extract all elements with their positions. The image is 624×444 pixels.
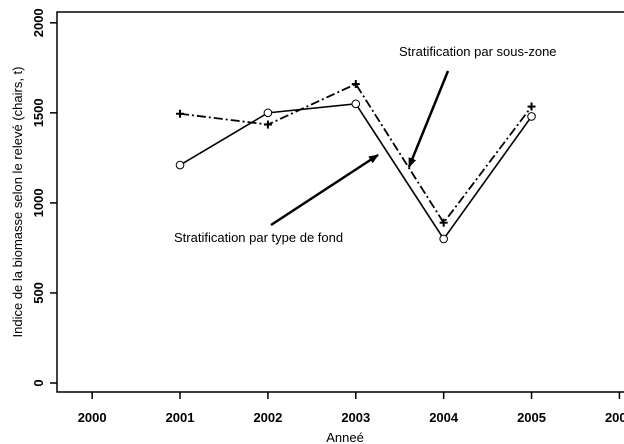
x-tick-label: 2002 bbox=[253, 410, 282, 425]
data-point-plus bbox=[176, 109, 185, 118]
y-tick-label: 0 bbox=[31, 379, 46, 386]
data-point-circle bbox=[263, 108, 273, 118]
y-axis-label: Indice de la biomasse selon le relevé (c… bbox=[10, 67, 25, 338]
x-tick-label: 2000 bbox=[78, 410, 107, 425]
x-tick-label: 2003 bbox=[341, 410, 370, 425]
x-axis-label: Anneé bbox=[326, 430, 364, 444]
series-line-2 bbox=[179, 82, 533, 225]
annotation-arrow-sous-zone bbox=[407, 70, 450, 168]
x-tick-label: 2006 bbox=[605, 410, 624, 425]
data-point-circle bbox=[439, 234, 448, 244]
data-point-plus bbox=[263, 120, 272, 129]
series-markers bbox=[175, 80, 536, 244]
y-axis-ticks: 0 500 1000 1500 2000 bbox=[31, 8, 57, 387]
y-tick-label: 2000 bbox=[31, 8, 46, 37]
y-tick-label: 1000 bbox=[31, 188, 46, 217]
data-point-plus bbox=[527, 102, 536, 111]
annotation-arrow-type-de-fond bbox=[270, 153, 379, 227]
data-point-plus bbox=[351, 80, 360, 89]
data-point-circle bbox=[175, 160, 185, 170]
data-point-circle bbox=[527, 112, 536, 121]
x-axis-ticks: 2000 2001 2002 2003 2004 2005 2006 bbox=[78, 392, 624, 425]
x-tick-label: 2001 bbox=[166, 410, 195, 425]
y-tick-label: 500 bbox=[31, 282, 46, 304]
y-tick-label: 1500 bbox=[31, 98, 46, 127]
annotation-sous-zone: Stratification par sous-zone bbox=[399, 44, 557, 59]
data-point-plus bbox=[439, 218, 448, 227]
annotation-type-de-fond: Stratification par type de fond bbox=[174, 230, 343, 245]
data-point-circle bbox=[351, 99, 361, 109]
x-tick-label: 2004 bbox=[429, 410, 459, 425]
x-tick-label: 2005 bbox=[517, 410, 546, 425]
series-line-1 bbox=[179, 103, 533, 241]
plot-frame bbox=[56, 11, 624, 393]
